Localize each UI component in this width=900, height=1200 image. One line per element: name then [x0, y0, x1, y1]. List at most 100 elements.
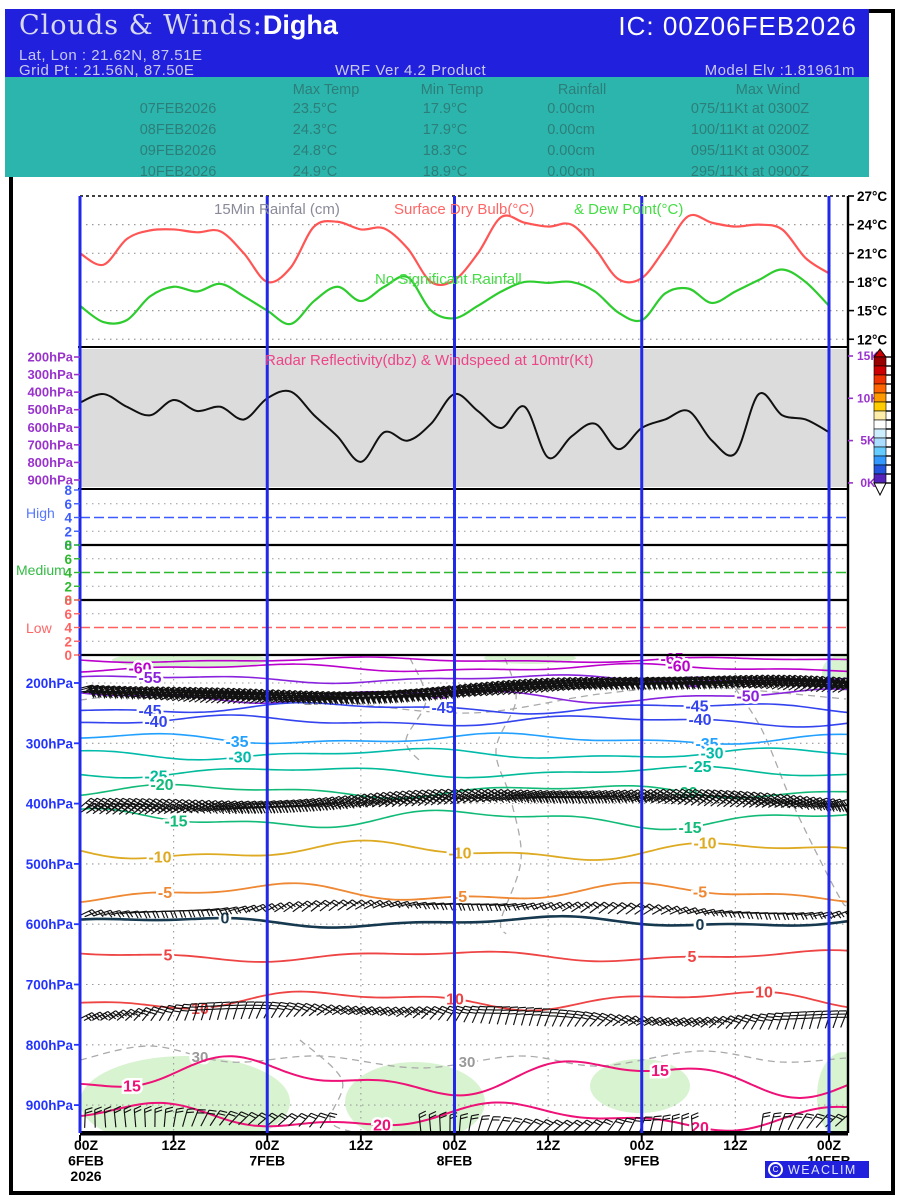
radar-pressure-label: 600hPa	[27, 420, 73, 435]
table-cell: 095/11Kt at 0300Z	[690, 143, 810, 159]
day-lines	[78, 196, 831, 1133]
cloud-tick-label: 0	[64, 648, 72, 663]
table-cell: 24.3°C	[292, 122, 338, 138]
date-label: 2026	[70, 1168, 101, 1184]
cloud-tick-label: 6	[64, 552, 72, 567]
time-tick-label: 12Z	[349, 1137, 374, 1153]
cloud-tick-label: 0	[64, 538, 72, 553]
humidity-shading	[80, 655, 848, 1133]
radar-pressure-label: 700hPa	[27, 437, 73, 452]
weaclim-badge: C WEACLIM	[765, 1161, 869, 1178]
radar-pressure-label: 200hPa	[27, 350, 73, 365]
xsection-pressure-label: 700hPa	[26, 978, 74, 993]
table-cell: 0.00cm	[547, 143, 595, 159]
legend-dew-point: & Dew Point(°C)	[574, 201, 684, 218]
contour-label: -25	[688, 759, 711, 776]
contour-label: -40	[144, 714, 167, 731]
figure-frame	[9, 9, 895, 1195]
contour-label: -5	[693, 884, 707, 901]
contour-label: -60	[128, 660, 151, 677]
cloud-tick-label: 4	[64, 566, 72, 581]
date-label: 8FEB	[437, 1153, 473, 1169]
temp-tick-label: 18°C	[857, 275, 887, 290]
panel-borders	[78, 196, 850, 1136]
table-header: Min Temp	[420, 82, 484, 98]
contour-label: -35	[695, 736, 718, 753]
temp-tick-label: 24°C	[857, 218, 887, 233]
contour-label: -25	[144, 769, 167, 786]
title-city: Digha	[262, 10, 338, 40]
contour-label: -30	[700, 746, 723, 763]
xsection-pressure-label: 300hPa	[26, 736, 74, 751]
time-tick-label: 00Z	[630, 1137, 655, 1153]
contour-label: -15	[164, 813, 187, 830]
time-tick-label: 00Z	[817, 1137, 842, 1153]
time-tick-label: 00Z	[255, 1137, 280, 1153]
cloud-tick-label: 0	[64, 593, 72, 608]
xsection-pressure-label: 900hPa	[26, 1098, 74, 1113]
contour-label: 0	[696, 917, 705, 934]
date-label: 9FEB	[624, 1153, 660, 1169]
contour-labels: -65-60-60-55-55-50-50-45-45-45-40-40-35-…	[121, 648, 776, 1139]
contour-label: -30	[228, 750, 251, 767]
contour-label: -20	[150, 777, 173, 794]
contour-label: -15	[678, 820, 701, 837]
table-cell: 17.9°C	[422, 122, 468, 138]
cloud-tick-label: 2	[64, 634, 72, 649]
contour-label: -50	[736, 688, 759, 705]
no-rainfall-note: No Significant Rainfall	[375, 271, 522, 288]
time-tick-label: 00Z	[442, 1137, 467, 1153]
table-cell: 0.00cm	[547, 164, 595, 180]
temperature-contours	[80, 656, 848, 1132]
page-title: Clouds & Winds:Digha	[19, 10, 338, 41]
contour-label: -10	[448, 846, 471, 863]
contour-label: 10	[755, 984, 773, 1001]
header-bar: Clouds & Winds:Digha IC: 00Z06FEB2026 La…	[5, 9, 869, 79]
cloud-level-medium: Medium	[16, 562, 66, 578]
radar-pressure-label: 400hPa	[27, 385, 73, 400]
table-header: Rainfall	[557, 82, 607, 98]
table-cell: 295/11Kt at 0900Z	[690, 164, 810, 180]
contour-label: -55	[138, 670, 161, 687]
legend-rainfall: 15Min Rainfal (cm)	[214, 201, 340, 218]
cloud-tick-label: 4	[64, 511, 72, 526]
initial-condition: IC: 00Z06FEB2026	[618, 11, 857, 41]
xsection-pressure-label: 800hPa	[26, 1038, 74, 1053]
cloud-tick-label: 2	[64, 524, 72, 539]
cloud-tick-label: 6	[64, 497, 72, 512]
brand-name: WEACLIM	[788, 1162, 857, 1177]
contour-label: -45	[685, 699, 708, 716]
table-header: Max Temp	[292, 82, 360, 98]
rh-contour-label: 30	[192, 1049, 209, 1066]
cloud-tick-label: 8	[64, 483, 72, 498]
radar-pressure-label: 300hPa	[27, 367, 73, 382]
cloud-tick-label: 8	[64, 593, 72, 608]
wind-colorbar	[873, 348, 891, 497]
table-cell: 17.9°C	[422, 101, 468, 117]
cloud-level-high: High	[26, 505, 55, 521]
table-cell: 23.5°C	[292, 101, 338, 117]
radar-panel-bg	[80, 349, 848, 487]
table-cell: 075/11Kt at 0300Z	[690, 101, 810, 117]
date-label: 7FEB	[249, 1153, 285, 1169]
contour-label: 5	[164, 947, 173, 964]
table-cell: 24.8°C	[292, 143, 338, 159]
xsection-pressure-label: 500hPa	[26, 857, 74, 872]
summary-table: Max Temp Min Temp Rainfall Max Wind 07FEB202…	[5, 77, 869, 180]
rh-contour-label: 30	[459, 1054, 476, 1071]
lat-lon: Lat, Lon : 21.62N, 87.51E	[19, 47, 203, 64]
temp-tick-label: 12°C	[857, 332, 887, 347]
xsection-pressure-label: 600hPa	[26, 917, 74, 932]
cloud-level-low: Low	[26, 620, 52, 636]
cloud-tick-label: 4	[64, 621, 72, 636]
contour-label: -40	[688, 712, 711, 729]
temp-tick-label: 21°C	[857, 246, 887, 261]
table-cell: 0.00cm	[547, 122, 595, 138]
grid-point: Grid Pt : 21.56N, 87.50E	[19, 62, 195, 79]
table-header: Max Wind	[735, 82, 801, 98]
temp-tick-label: 27°C	[857, 189, 887, 204]
xsection-pressure-label: 400hPa	[26, 797, 74, 812]
contour-label: -10	[693, 835, 716, 852]
table-row-date: 10FEB2026	[139, 164, 217, 180]
